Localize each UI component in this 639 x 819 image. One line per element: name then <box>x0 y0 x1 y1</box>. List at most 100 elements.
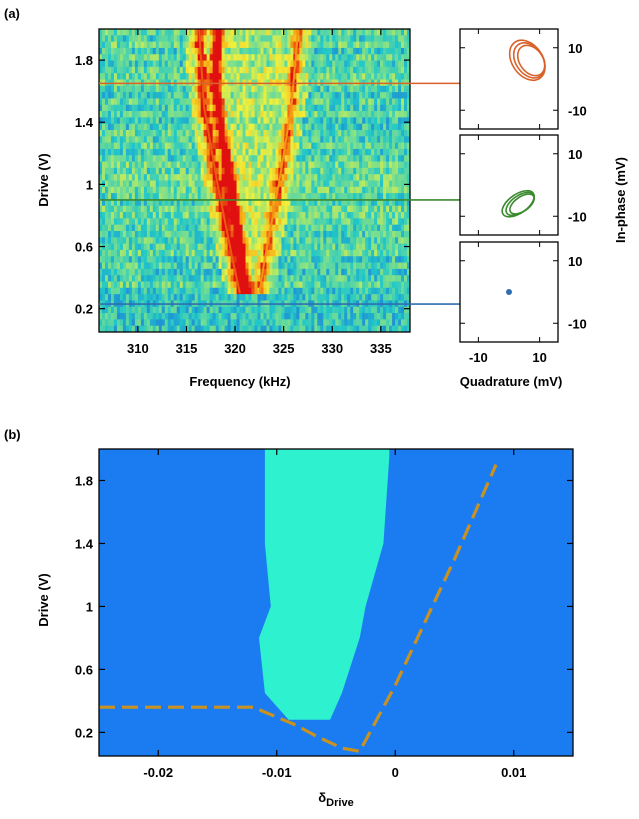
heatmap-cell <box>305 275 309 282</box>
heatmap-cell <box>143 325 148 332</box>
heatmap-cell <box>272 287 276 295</box>
heatmap-cell <box>314 92 318 99</box>
heatmap-cell <box>161 199 166 207</box>
heatmap-cell <box>140 193 145 200</box>
heatmap-cell <box>272 92 276 99</box>
heatmap-cell <box>155 193 160 200</box>
heatmap-cell <box>353 73 357 80</box>
heatmap-cell <box>320 174 324 181</box>
heatmap-cell <box>182 281 187 289</box>
heatmap-cell <box>122 142 127 150</box>
heatmap-cell <box>404 29 408 36</box>
heatmap-cell <box>227 155 231 162</box>
heatmap-cell <box>398 123 402 131</box>
heatmap-cell <box>368 174 372 181</box>
heatmap-cell <box>332 231 336 238</box>
heatmap-cell <box>149 287 154 295</box>
heatmap-cell <box>251 85 255 93</box>
heatmap-cell <box>227 92 231 99</box>
heatmap-cell <box>212 319 217 327</box>
heatmap-cell <box>269 268 273 276</box>
heatmap-cell <box>299 231 303 238</box>
heatmap-cell <box>401 212 405 219</box>
heatmap-cell <box>356 268 360 276</box>
heatmap-cell <box>104 130 109 137</box>
heatmap-cell <box>119 212 124 219</box>
heatmap-cell <box>158 123 163 131</box>
heatmap-cell <box>179 148 184 156</box>
heatmap-cell <box>185 287 190 295</box>
heatmap-cell <box>320 231 324 238</box>
heatmap-cell <box>233 199 237 207</box>
heatmap-cell <box>392 35 396 43</box>
heatmap-cell <box>254 237 258 245</box>
heatmap-cell <box>194 275 199 282</box>
heatmap-cell <box>287 319 291 327</box>
heatmap-cell <box>218 262 223 270</box>
heatmap-cell <box>167 268 172 276</box>
heatmap-cell <box>176 313 181 320</box>
heatmap-cell <box>158 60 163 68</box>
heatmap-cell <box>170 130 175 137</box>
heatmap-cell <box>152 35 157 43</box>
heatmap-cell <box>293 104 297 112</box>
heatmap-cell <box>191 287 196 295</box>
heatmap-cell <box>218 174 223 181</box>
heatmap-cell <box>248 243 252 251</box>
heatmap-cell <box>323 205 327 213</box>
heatmap-cell <box>206 319 211 327</box>
heatmap-cell <box>191 212 196 219</box>
heatmap-cell <box>212 41 217 49</box>
heatmap-cell <box>398 186 402 194</box>
heatmap-cell <box>287 212 291 219</box>
heatmap-cell <box>404 287 408 295</box>
heatmap-cell <box>212 180 217 188</box>
heatmap-cell <box>179 167 184 175</box>
heatmap-cell <box>407 92 410 99</box>
heatmap-cell <box>107 41 112 49</box>
heatmap-cell <box>221 98 225 106</box>
heatmap-cell <box>242 224 246 232</box>
heatmap-cell <box>353 186 357 194</box>
heatmap-cell <box>113 111 118 118</box>
heatmap-cell <box>305 319 309 327</box>
heatmap-cell <box>299 35 303 43</box>
heatmap-cell <box>185 193 190 200</box>
heatmap-cell <box>386 136 390 144</box>
heatmap-cell <box>380 142 384 150</box>
heatmap-cell <box>242 199 246 207</box>
heatmap-cell <box>317 41 321 49</box>
heatmap-cell <box>341 186 345 194</box>
heatmap-cell <box>377 148 381 156</box>
heatmap-cell <box>239 319 243 327</box>
heatmap-cell <box>338 155 342 162</box>
heatmap-cell <box>122 186 127 194</box>
heatmap-cell <box>365 29 369 36</box>
heatmap-cell <box>245 205 249 213</box>
heatmap-cell <box>287 167 291 175</box>
heatmap-cell <box>398 130 402 137</box>
heatmap-cell <box>344 294 348 301</box>
heatmap-cell <box>353 199 357 207</box>
heatmap-cell <box>113 167 118 175</box>
heatmap-cell <box>338 142 342 150</box>
heatmap-cell <box>227 148 231 156</box>
heatmap-cell <box>275 35 279 43</box>
heatmap-cell <box>341 60 345 68</box>
heatmap-cell <box>305 205 309 213</box>
heatmap-cell <box>185 313 190 320</box>
heatmap-cell <box>392 231 396 238</box>
heatmap-cell <box>194 29 199 36</box>
heatmap-cell <box>275 256 279 263</box>
heatmap-cell <box>224 281 228 289</box>
heatmap-cell <box>401 130 405 137</box>
heatmap-cell <box>227 319 231 327</box>
heatmap-cell <box>392 66 396 74</box>
heatmap-cell <box>404 224 408 232</box>
heatmap-cell <box>230 73 234 80</box>
heatmap-cell <box>296 73 300 80</box>
heatmap-cell <box>146 85 151 93</box>
heatmap-cell <box>191 41 196 49</box>
heatmap-cell <box>224 212 228 219</box>
heatmap-cell <box>338 287 342 295</box>
